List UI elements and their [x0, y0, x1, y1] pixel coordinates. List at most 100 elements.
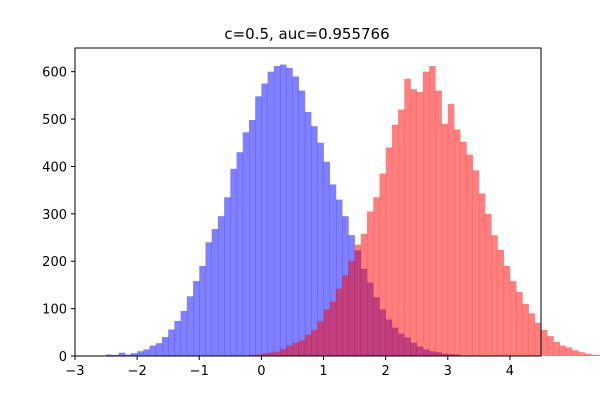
histogram-bar — [329, 301, 337, 356]
histogram-bar — [472, 170, 480, 356]
y-axis: 0 100 200 300 400 500 600 — [42, 66, 75, 365]
histogram-bar — [286, 67, 293, 357]
y-tick-label: 300 — [42, 208, 67, 223]
histogram-bar — [435, 90, 442, 357]
histogram-bar — [236, 152, 244, 356]
histogram-bar — [478, 193, 486, 356]
histogram-bar — [373, 197, 380, 356]
histogram-bar — [404, 78, 411, 357]
histogram-bar — [317, 142, 324, 356]
histogram-bar — [572, 350, 579, 356]
x-tick-label: 0 — [257, 364, 265, 379]
histogram-bar — [242, 132, 250, 356]
histogram-bar — [534, 322, 542, 356]
histogram-bar — [541, 329, 548, 356]
histogram-bar — [155, 343, 163, 356]
histogram-bar — [391, 124, 399, 356]
histogram-bar — [124, 354, 132, 356]
histogram-bar — [267, 71, 275, 356]
histogram-bar — [261, 83, 268, 356]
histogram-bar — [578, 352, 585, 356]
histogram-bar — [292, 342, 299, 356]
histogram-bar — [379, 173, 386, 356]
histogram-bar — [255, 96, 262, 356]
x-tick-label: 2 — [382, 364, 390, 379]
histogram-bar — [286, 345, 293, 356]
histogram-bar — [106, 354, 113, 356]
histogram-bar — [304, 334, 312, 356]
histogram-bar — [323, 309, 331, 356]
histogram-bar — [205, 242, 212, 356]
histogram-bar — [248, 120, 256, 357]
histogram-bar — [304, 111, 312, 356]
histogram-bar — [348, 261, 355, 356]
histogram-bars — [106, 64, 600, 357]
histogram-bar — [180, 310, 188, 356]
histogram-bar — [292, 76, 299, 357]
histogram-bar — [161, 337, 169, 356]
histogram-bar — [441, 123, 449, 356]
histogram-bar — [323, 161, 331, 356]
histogram-bar — [230, 168, 237, 356]
x-tick-label: −2 — [128, 364, 147, 379]
histogram-bar — [503, 265, 511, 356]
histogram-bar — [267, 352, 275, 356]
histogram-bar — [522, 303, 529, 356]
histogram-bar — [584, 353, 591, 356]
histogram-bar — [255, 354, 262, 356]
histogram-bar — [422, 71, 430, 356]
histogram-bar — [590, 354, 598, 356]
histogram-bar — [298, 340, 306, 356]
histogram-bar — [429, 66, 436, 356]
histogram-bar — [298, 90, 306, 357]
histogram-bar — [491, 235, 498, 356]
histogram-bar — [466, 154, 473, 356]
histogram-bar — [174, 320, 181, 356]
x-axis: −3 −2 −1 0 1 2 3 4 — [65, 356, 514, 379]
histogram-bar — [454, 129, 461, 356]
histogram-bar — [193, 281, 200, 356]
histogram-bar — [273, 351, 281, 356]
y-tick-label: 200 — [42, 255, 67, 270]
histogram-bar — [211, 229, 219, 356]
chart-title: c=0.5, auc=0.955766 — [224, 25, 389, 43]
x-tick-label: 3 — [444, 364, 452, 379]
histogram-bar — [199, 265, 206, 356]
histogram-bar — [553, 341, 560, 356]
histogram-bar — [385, 147, 393, 356]
histogram-bar — [143, 349, 150, 356]
histogram-bar — [224, 197, 231, 356]
histogram-bar — [410, 89, 418, 356]
histogram-bar — [130, 353, 138, 356]
histogram-bar — [217, 216, 225, 356]
x-tick-label: −1 — [190, 364, 209, 379]
y-tick-label: 600 — [42, 66, 67, 81]
histogram-bar — [398, 109, 405, 356]
histogram-bar — [565, 347, 573, 356]
x-tick-label: 1 — [319, 364, 327, 379]
y-tick-label: 0 — [59, 350, 67, 365]
histogram-bar — [280, 64, 287, 356]
histogram-bar — [261, 353, 268, 356]
histogram-bar — [273, 66, 281, 356]
histogram-bar — [596, 355, 600, 356]
histogram-bar — [509, 281, 517, 356]
histogram-bar — [168, 329, 175, 356]
histogram-bar — [311, 126, 318, 357]
histogram-bar — [547, 336, 554, 356]
histogram-bar — [447, 103, 455, 356]
histogram-bar — [335, 199, 343, 356]
histogram-bar — [416, 92, 424, 356]
y-tick-label: 100 — [42, 303, 67, 318]
histogram-bar — [360, 233, 368, 356]
histogram-bar — [186, 296, 194, 356]
histogram-bar — [280, 348, 287, 356]
histogram-bar — [118, 352, 125, 356]
histogram-bar — [329, 184, 337, 356]
histogram-bar — [516, 292, 523, 356]
histogram-bar — [497, 249, 505, 356]
histogram-bar — [354, 244, 362, 356]
histogram-bar — [137, 351, 144, 356]
histogram-bar — [317, 321, 324, 356]
